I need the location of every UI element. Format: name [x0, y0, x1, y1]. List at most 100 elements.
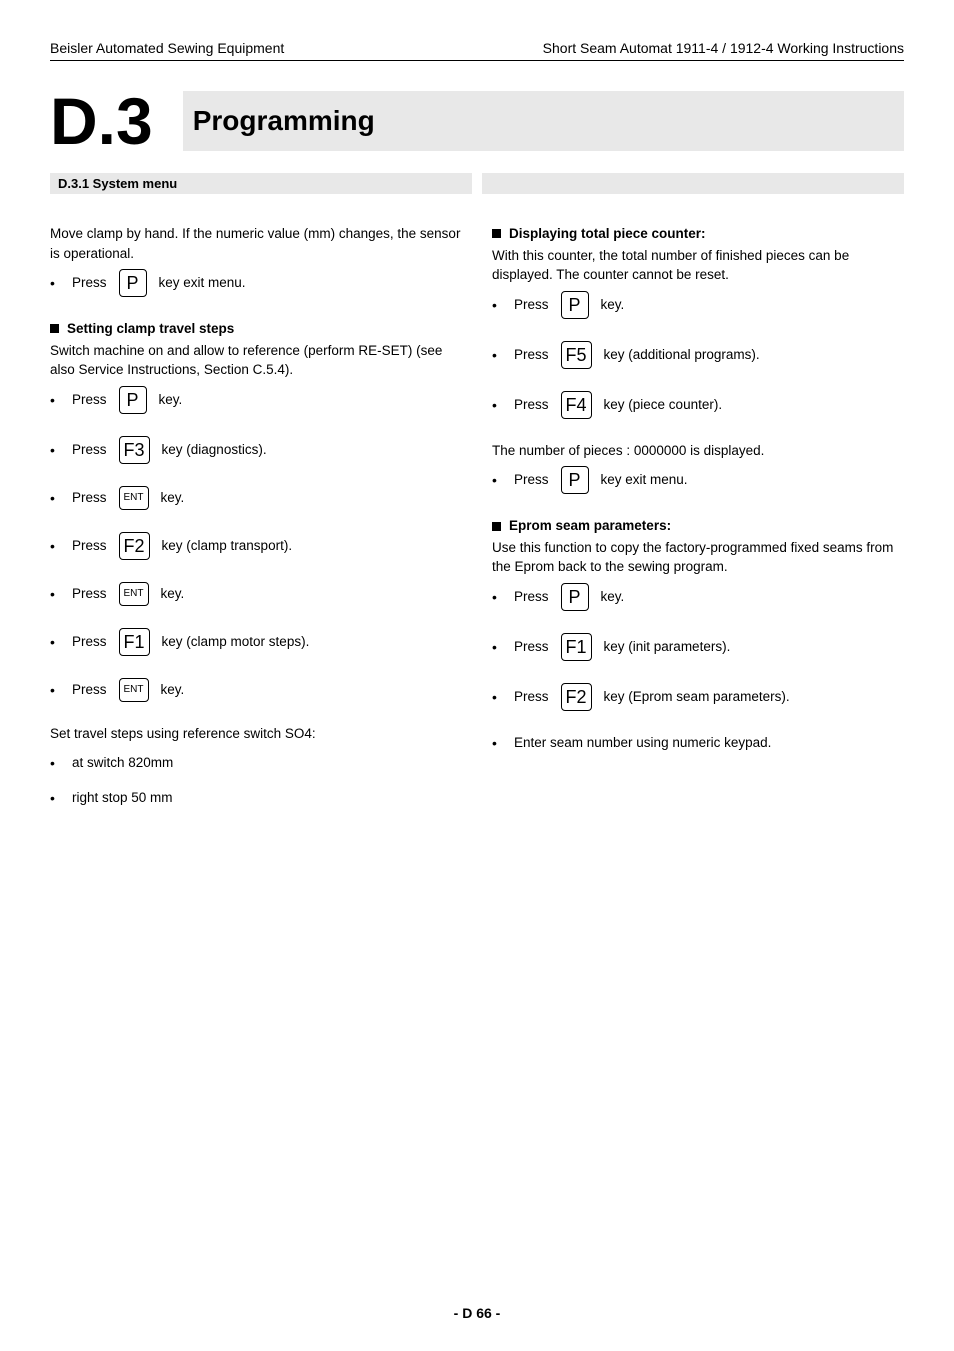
- step-list: Press P key. Press F1 key (init paramete…: [492, 583, 904, 753]
- content-columns: Move clamp by hand. If the numeric value…: [50, 224, 904, 822]
- step-post: key exit menu.: [601, 470, 688, 490]
- step-item: Press F5 key (additional programs).: [492, 341, 904, 369]
- f2-key-icon: F2: [561, 683, 592, 711]
- square-bullet-icon: [492, 522, 501, 531]
- step-pre: Press: [514, 295, 549, 315]
- step-item: Press F2 key (clamp transport).: [50, 532, 462, 560]
- step-item: Press F1 key (init parameters).: [492, 633, 904, 661]
- f4-key-icon: F4: [561, 391, 592, 419]
- step-list: Press P key. Press F3 key (diagnostics).…: [50, 386, 462, 702]
- p-key-icon: P: [561, 291, 589, 319]
- chapter-number: D.3: [50, 88, 183, 154]
- step-item: Press P key exit menu.: [50, 269, 462, 297]
- ref-item: at switch 820mm: [50, 753, 462, 773]
- step-list: Press P key exit menu.: [50, 269, 462, 297]
- step-post: key (init parameters).: [604, 637, 731, 657]
- step-item: Press P key.: [492, 583, 904, 611]
- subheading-text: Eprom seam parameters:: [509, 516, 671, 536]
- step-item: Press P key.: [50, 386, 462, 414]
- step-item: Press ENT key.: [50, 678, 462, 702]
- step-post: key.: [159, 390, 183, 410]
- f1-key-icon: F1: [561, 633, 592, 661]
- step-list: Press P key exit menu.: [492, 466, 904, 494]
- step-pre: Press: [514, 587, 549, 607]
- step-item: Press ENT key.: [50, 582, 462, 606]
- step-post: key (piece counter).: [604, 395, 723, 415]
- ent-key-icon: ENT: [119, 486, 149, 510]
- step-pre: Press: [72, 584, 107, 604]
- step-item: Press P key exit menu.: [492, 466, 904, 494]
- step-post: key.: [161, 680, 185, 700]
- square-bullet-icon: [50, 324, 59, 333]
- f3-key-icon: F3: [119, 436, 150, 464]
- step-pre: Press: [72, 488, 107, 508]
- step-item: Press F4 key (piece counter).: [492, 391, 904, 419]
- ent-key-icon: ENT: [119, 678, 149, 702]
- ref-item: right stop 50 mm: [50, 788, 462, 808]
- step-post: key (clamp motor steps).: [162, 632, 310, 652]
- p-key-icon: P: [119, 386, 147, 414]
- step-item: Press P key.: [492, 291, 904, 319]
- subheading: Eprom seam parameters:: [492, 516, 904, 536]
- step-pre: Press: [72, 273, 107, 293]
- section-spacer: [482, 173, 904, 194]
- step-item: Press F2 key (Eprom seam parameters).: [492, 683, 904, 711]
- ref-text: right stop 50 mm: [72, 788, 173, 808]
- step-text: Enter seam number using numeric keypad.: [514, 733, 771, 753]
- page-footer: - D 66 -: [0, 1305, 954, 1321]
- subheading: Displaying total piece counter:: [492, 224, 904, 244]
- step-pre: Press: [72, 536, 107, 556]
- step-pre: Press: [72, 680, 107, 700]
- section-heading-row: D.3.1 System menu: [50, 173, 904, 194]
- step-pre: Press: [514, 637, 549, 657]
- step-post: key (clamp transport).: [162, 536, 293, 556]
- step-post: key.: [161, 584, 185, 604]
- ref-list: at switch 820mm right stop 50 mm: [50, 753, 462, 808]
- step-pre: Press: [514, 395, 549, 415]
- step-post: key.: [601, 587, 625, 607]
- step-post: key.: [601, 295, 625, 315]
- left-column: Move clamp by hand. If the numeric value…: [50, 224, 462, 822]
- subheading-desc: With this counter, the total number of f…: [492, 246, 904, 285]
- step-post: key (additional programs).: [604, 345, 760, 365]
- header-right: Short Seam Automat 1911-4 / 1912-4 Worki…: [543, 40, 904, 56]
- ent-key-icon: ENT: [119, 582, 149, 606]
- f1-key-icon: F1: [119, 628, 150, 656]
- step-pre: Press: [72, 440, 107, 460]
- step-pre: Press: [514, 345, 549, 365]
- header-left: Beisler Automated Sewing Equipment: [50, 40, 284, 56]
- f5-key-icon: F5: [561, 341, 592, 369]
- chapter-title: Programming: [183, 105, 375, 137]
- step-post: key (Eprom seam parameters).: [604, 687, 790, 707]
- step-post: key.: [161, 488, 185, 508]
- step-item: Press F1 key (clamp motor steps).: [50, 628, 462, 656]
- step-pre: Press: [72, 632, 107, 652]
- step-pre: Press: [514, 687, 549, 707]
- ref-text: at switch 820mm: [72, 753, 173, 773]
- step-pre: Press: [514, 470, 549, 490]
- step-list: Press P key. Press F5 key (additional pr…: [492, 291, 904, 419]
- p-key-icon: P: [561, 583, 589, 611]
- intro-text: Move clamp by hand. If the numeric value…: [50, 224, 462, 263]
- f2-key-icon: F2: [119, 532, 150, 560]
- step-post: key (diagnostics).: [162, 440, 267, 460]
- subheading-text: Setting clamp travel steps: [67, 319, 234, 339]
- step-item: Enter seam number using numeric keypad.: [492, 733, 904, 753]
- p-key-icon: P: [561, 466, 589, 494]
- ref-line: Set travel steps using reference switch …: [50, 724, 462, 744]
- square-bullet-icon: [492, 229, 501, 238]
- p-key-icon: P: [119, 269, 147, 297]
- step-item: Press F3 key (diagnostics).: [50, 436, 462, 464]
- step-pre: Press: [72, 390, 107, 410]
- subheading: Setting clamp travel steps: [50, 319, 462, 339]
- subheading-desc: Switch machine on and allow to reference…: [50, 341, 462, 380]
- right-column: Displaying total piece counter: With thi…: [492, 224, 904, 822]
- subheading-text: Displaying total piece counter:: [509, 224, 706, 244]
- display-line: The number of pieces : 0000000 is displa…: [492, 441, 904, 461]
- page-header: Beisler Automated Sewing Equipment Short…: [50, 40, 904, 61]
- section-heading: D.3.1 System menu: [50, 173, 472, 194]
- step-post: key exit menu.: [159, 273, 246, 293]
- chapter-heading: D.3 Programming: [50, 91, 904, 151]
- step-item: Press ENT key.: [50, 486, 462, 510]
- subheading-desc: Use this function to copy the factory-pr…: [492, 538, 904, 577]
